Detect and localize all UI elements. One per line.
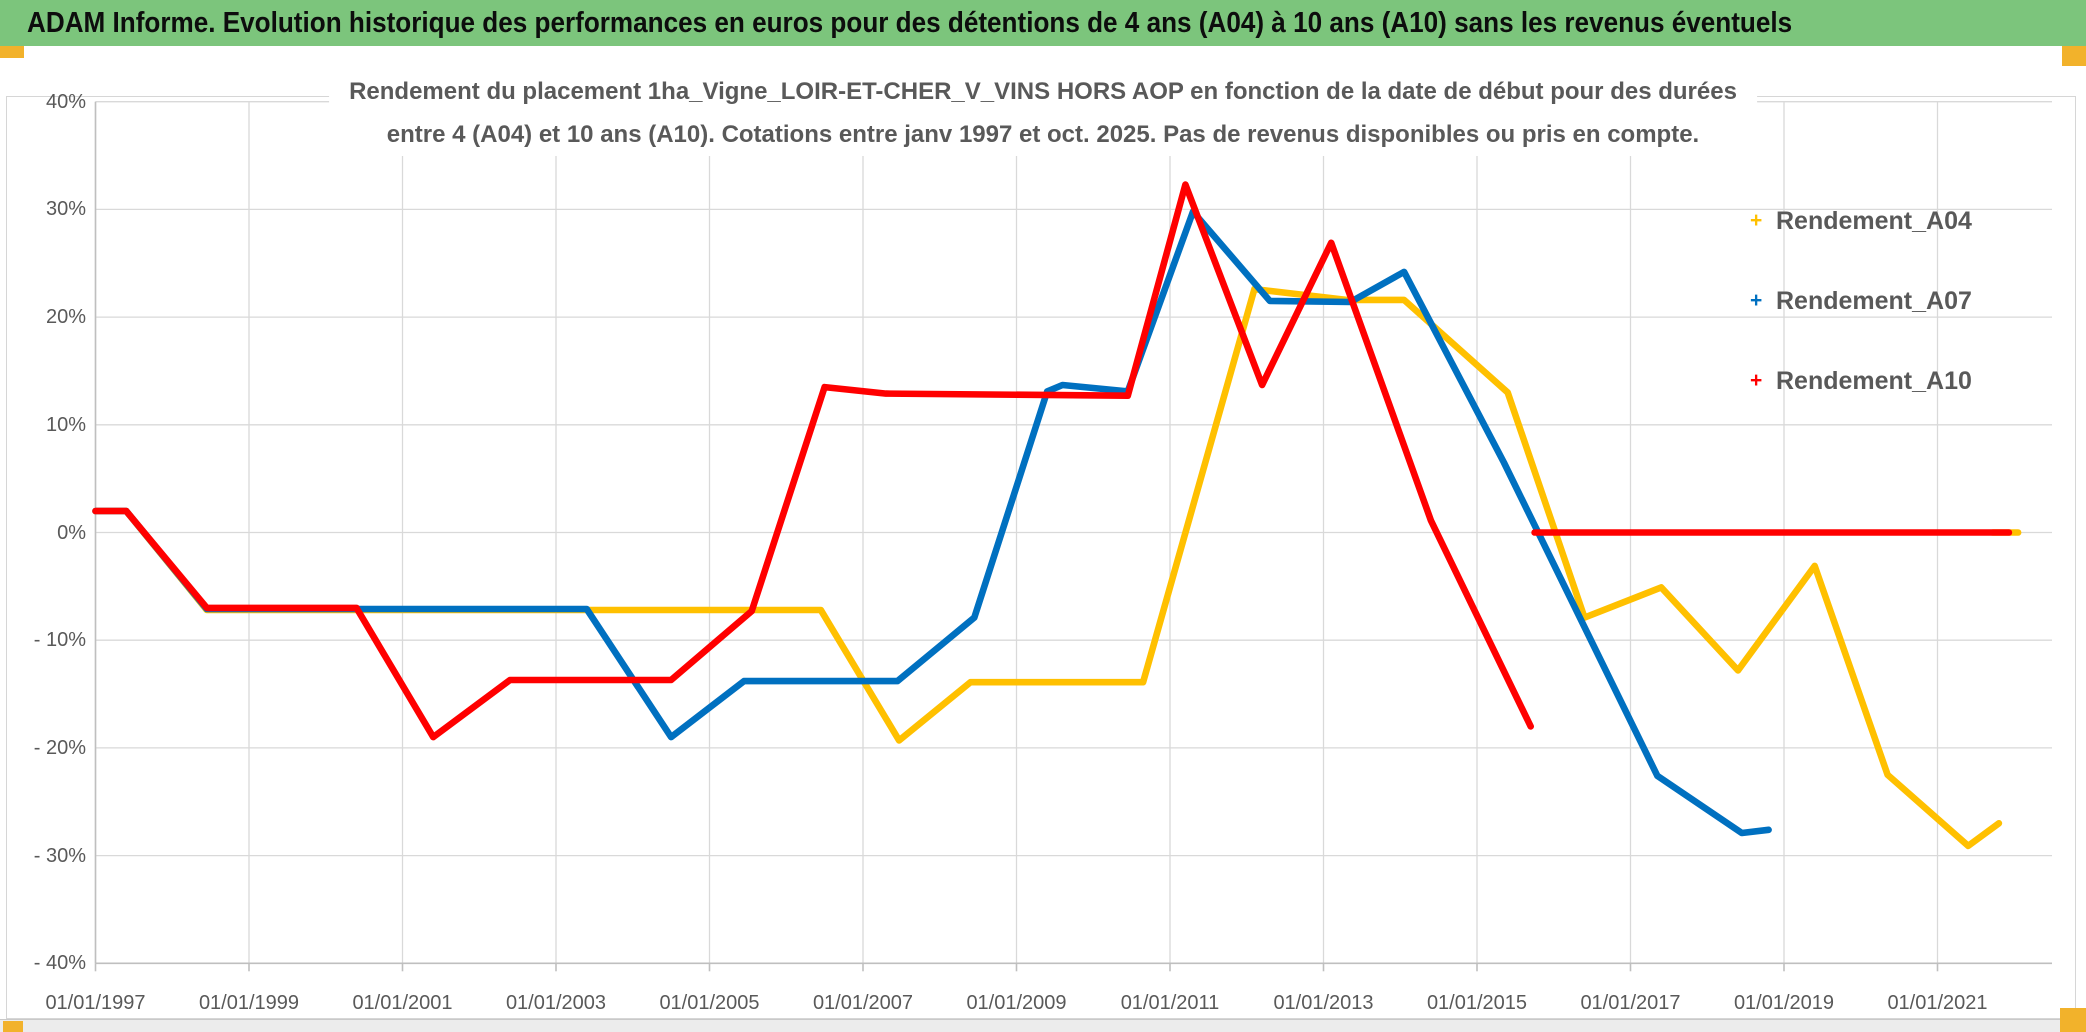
y-axis-label: 40%: [45, 90, 86, 113]
corner-accent-top-right: [2062, 46, 2086, 66]
bottom-strip: [0, 1019, 2086, 1032]
chart-legend: + Rendement_A04 + Rendement_A07 + Rendem…: [1750, 203, 1972, 443]
x-axis-label: 01/01/2001: [352, 992, 453, 1014]
legend-label: Rendement_A10: [1776, 366, 1972, 395]
plus-marker-icon: +: [1750, 209, 1763, 232]
chart-title: Rendement du placement 1ha_Vigne_LOIR-ET…: [329, 70, 1757, 156]
series-Rendement_A07: [92, 208, 1772, 837]
chart-title-line1: Rendement du placement 1ha_Vigne_LOIR-ET…: [349, 78, 1737, 105]
x-axis-label: 01/01/2019: [1733, 992, 1835, 1014]
corner-accent-bottom-left: [3, 1021, 23, 1032]
x-axis-label: 01/01/2021: [1887, 992, 1988, 1014]
legend-label: Rendement_A04: [1776, 206, 1972, 235]
legend-item-a04[interactable]: + Rendement_A04: [1750, 203, 1972, 239]
legend-label: Rendement_A07: [1776, 286, 1972, 315]
x-axis-label: 01/01/1999: [198, 992, 300, 1014]
legend-item-a07[interactable]: + Rendement_A07: [1750, 283, 1972, 319]
series-line[interactable]: [92, 181, 1534, 741]
y-axis-label: 0%: [57, 521, 86, 544]
y-axis-label: 10%: [45, 413, 86, 436]
series-Rendement_A04: [92, 285, 2022, 850]
y-axis-label: 20%: [45, 306, 86, 329]
x-axis-label: 01/01/2005: [659, 992, 760, 1014]
x-axis-label: 01/01/2013: [1273, 992, 1374, 1014]
x-axis-label: 01/01/2017: [1580, 992, 1681, 1014]
x-axis-label: 01/01/2007: [812, 992, 914, 1014]
y-axis-label: - 30%: [33, 844, 86, 867]
page-title: ADAM Informe. Evolution historique des p…: [27, 7, 1793, 39]
y-axis-label: - 40%: [33, 952, 86, 975]
legend-item-a10[interactable]: + Rendement_A10: [1750, 363, 1972, 399]
x-axis-label: 01/01/2011: [1120, 992, 1220, 1014]
x-axis-label: 01/01/1997: [45, 992, 146, 1014]
header-bar: ADAM Informe. Evolution historique des p…: [0, 0, 2086, 46]
y-axis-label: - 10%: [33, 629, 86, 652]
plus-marker-icon: +: [1750, 289, 1763, 312]
corner-accent-bottom-right: [2060, 1008, 2086, 1032]
corner-accent-top-left: [0, 46, 24, 58]
chart-title-line2: entre 4 (A04) et 10 ans (A10). Cotations…: [386, 121, 1700, 148]
series-line[interactable]: [92, 208, 1772, 837]
series-Rendement_A10: [92, 181, 2013, 741]
x-axis-label: 01/01/2009: [966, 992, 1067, 1014]
x-axis-label: 01/01/2015: [1426, 992, 1528, 1014]
series-line[interactable]: [92, 285, 2003, 850]
plus-marker-icon: +: [1750, 369, 1763, 392]
y-axis-label: - 20%: [33, 736, 86, 759]
x-axis-label: 01/01/2003: [505, 992, 607, 1014]
y-axis-label: 30%: [45, 198, 86, 221]
